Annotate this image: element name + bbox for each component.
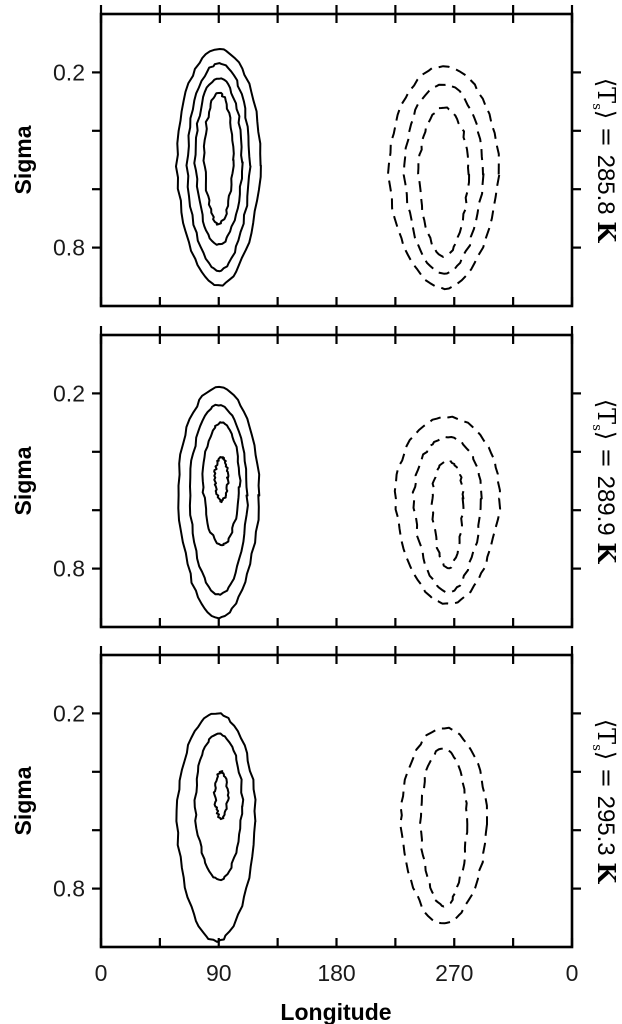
x-tick-label: 90	[206, 960, 232, 986]
negative-contour-line	[399, 726, 488, 925]
panel-label-subscript: s	[589, 744, 604, 751]
y-tick-label: 0.2	[53, 59, 85, 85]
positive-contour-line	[175, 48, 262, 287]
plot-frame	[99, 653, 574, 949]
negative-contour-line	[387, 65, 501, 291]
positive-contour-line	[188, 403, 249, 596]
plot-frame	[99, 12, 574, 308]
panel-label-subscript: s	[589, 103, 604, 110]
positive-contour-line	[175, 712, 257, 943]
negative-contour-line	[393, 415, 502, 605]
panel-label-prefix: ⟨T	[592, 719, 620, 744]
panel-2: 0.2 0.8 Sigma ⟨Ts⟩ = 289.9 K	[10, 326, 621, 629]
x-axis-label: Longitude	[280, 999, 391, 1024]
negative-contour-line	[417, 106, 471, 258]
positive-contour-line	[213, 456, 230, 504]
positive-contour-line	[212, 770, 230, 821]
panel-3: 0.2 0.8 Sigma ⟨Ts⟩ = 295.3 K	[10, 646, 621, 949]
plot-frame	[99, 333, 574, 629]
y-tick-label: 0.2	[53, 700, 85, 726]
y-tick-label: 0.8	[53, 235, 85, 261]
y-tick-label: 0.8	[53, 556, 85, 582]
positive-contour-line	[193, 77, 244, 246]
panel-label: ⟨Ts⟩ = 285.8 K	[589, 78, 621, 244]
panel-label-value: 289.9	[592, 476, 619, 543]
x-tick-label: 180	[317, 960, 355, 986]
positive-contour-line	[185, 62, 252, 273]
panel-label-subscript: s	[589, 424, 604, 431]
panel-label-prefix: ⟨T	[592, 78, 620, 103]
x-axis-tick-labels: 0 90 180 270 0	[95, 960, 579, 986]
panel-1: 0.2 0.8 Sigma ⟨Ts⟩ = 285.8 K	[10, 5, 621, 308]
panel-label: ⟨Ts⟩ = 295.3 K	[589, 719, 621, 885]
x-tick-label: 270	[435, 960, 473, 986]
panel-label-unit: K	[592, 862, 621, 884]
positive-contour-line	[193, 732, 245, 882]
positive-contour-line	[202, 91, 235, 226]
x-tick-label: 0	[95, 960, 108, 986]
panel-label-prefix: ⟨T	[592, 399, 620, 424]
positive-contour-line	[201, 421, 242, 547]
negative-contour-line	[402, 83, 485, 275]
panel-label-suffix: ⟩ =	[592, 431, 620, 476]
negative-contour-line	[418, 747, 469, 908]
negative-contour-line	[411, 435, 483, 594]
panel-label-value: 295.3	[592, 796, 619, 863]
panel-label-suffix: ⟩ =	[592, 110, 620, 155]
panel-label-unit: K	[592, 542, 621, 564]
positive-contour-line	[177, 385, 261, 620]
negative-contour-line	[430, 459, 465, 570]
panel-label-suffix: ⟩ =	[592, 751, 620, 796]
y-axis-label: Sigma	[10, 766, 36, 835]
panel-label-unit: K	[592, 221, 621, 243]
y-tick-label: 0.2	[53, 380, 85, 406]
y-axis-label: Sigma	[10, 125, 36, 194]
y-axis-label: Sigma	[10, 446, 36, 515]
y-tick-label: 0.8	[53, 876, 85, 902]
x-tick-label: 0	[566, 960, 579, 986]
panel-label-value: 285.8	[592, 155, 619, 222]
panel-label: ⟨Ts⟩ = 289.9 K	[589, 399, 621, 565]
